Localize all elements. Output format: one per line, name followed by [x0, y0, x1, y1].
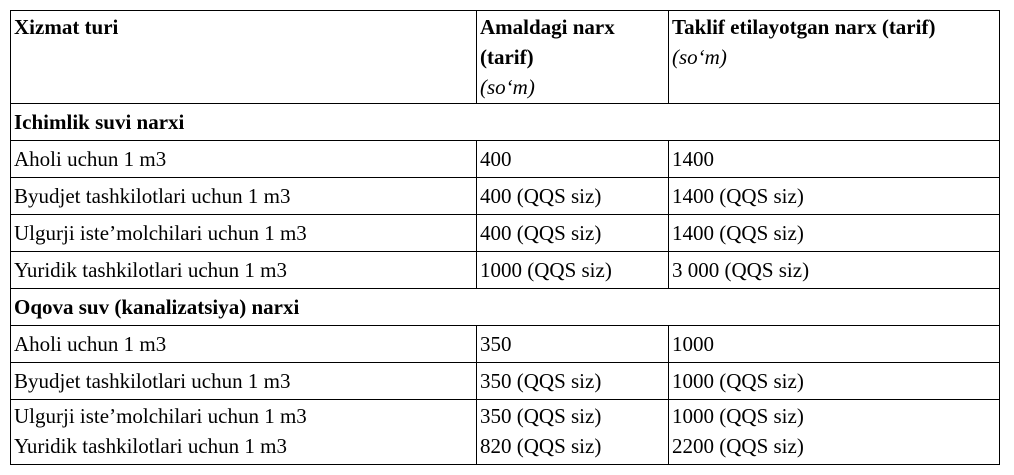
data-row: Ulgurji iste’molchilari uchun 1 m3 Yuridi…	[10, 399, 1000, 465]
cell-text: Yuridik tashkilotlari uchun 1 m3	[14, 434, 287, 458]
cell-text: 400 (QQS siz)	[480, 221, 602, 245]
cell: 3 000 (QQS siz)	[668, 251, 1000, 289]
data-row: Ulgurji iste’molchilari uchun 1 m3 400 (Q…	[10, 214, 1000, 252]
cell: Ulgurji iste’molchilari uchun 1 m3 Yuridi…	[10, 399, 477, 465]
cell: Yuridik tashkilotlari uchun 1 m3	[10, 251, 477, 289]
header-unit: (so‘m)	[672, 45, 727, 69]
section-row: Oqova suv (kanalizatsiya) narxi	[10, 288, 1000, 326]
data-row: Aholi uchun 1 m3 350 1000	[10, 325, 1000, 363]
cell: 1000 (QQS siz) 2200 (QQS siz)	[668, 399, 1000, 465]
cell-text: 1400	[672, 147, 714, 171]
cell-text: Yuridik tashkilotlari uchun 1 m3	[14, 258, 287, 282]
section-cell: Oqova suv (kanalizatsiya) narxi	[10, 288, 1000, 326]
section-title: Oqova suv (kanalizatsiya) narxi	[14, 295, 300, 319]
cell: 1000 (QQS siz)	[476, 251, 669, 289]
cell-text: 1000 (QQS siz)	[672, 404, 804, 428]
cell-text: 1000	[672, 332, 714, 356]
cell: 400 (QQS siz)	[476, 214, 669, 252]
header-text: Taklif etilayotgan narx (tarif)	[672, 15, 936, 39]
cell-text: 350	[480, 332, 512, 356]
price-table: Xizmat turi Amaldagi narx (tarif) (so‘m) …	[10, 10, 1000, 465]
header-cell: Xizmat turi	[10, 10, 477, 104]
cell-text: Byudjet tashkilotlari uchun 1 m3	[14, 369, 291, 393]
cell-text: Aholi uchun 1 m3	[14, 332, 167, 356]
section-title: Ichimlik suvi narxi	[14, 110, 185, 134]
cell-text: 820 (QQS siz)	[480, 434, 602, 458]
cell: 350	[476, 325, 669, 363]
data-row: Yuridik tashkilotlari uchun 1 m3 1000 (QQ…	[10, 251, 1000, 289]
header-cell: Amaldagi narx (tarif) (so‘m)	[476, 10, 669, 104]
cell-text: 3 000 (QQS siz)	[672, 258, 810, 282]
header-row: Xizmat turi Amaldagi narx (tarif) (so‘m) …	[10, 10, 1000, 104]
cell-text: 1400 (QQS siz)	[672, 184, 804, 208]
cell: Aholi uchun 1 m3	[10, 325, 477, 363]
section-cell: Ichimlik suvi narxi	[10, 103, 1000, 141]
cell-text: 1400 (QQS siz)	[672, 221, 804, 245]
header-text: Xizmat turi	[14, 15, 119, 39]
cell-text: 2200 (QQS siz)	[672, 434, 804, 458]
cell-text: 350 (QQS siz)	[480, 369, 602, 393]
cell: Ulgurji iste’molchilari uchun 1 m3	[10, 214, 477, 252]
cell-text: 400	[480, 147, 512, 171]
data-row: Byudjet tashkilotlari uchun 1 m3 350 (QQS…	[10, 362, 1000, 400]
cell-text: 1000 (QQS siz)	[480, 258, 612, 282]
cell: 1400	[668, 140, 1000, 178]
cell: 400	[476, 140, 669, 178]
header-unit: (so‘m)	[480, 75, 535, 99]
cell-text: Byudjet tashkilotlari uchun 1 m3	[14, 184, 291, 208]
data-row: Aholi uchun 1 m3 400 1400	[10, 140, 1000, 178]
cell-text: Aholi uchun 1 m3	[14, 147, 167, 171]
cell: 400 (QQS siz)	[476, 177, 669, 215]
data-row: Byudjet tashkilotlari uchun 1 m3 400 (QQS…	[10, 177, 1000, 215]
cell: 350 (QQS siz)	[476, 362, 669, 400]
header-text: Amaldagi narx (tarif)	[480, 15, 615, 69]
cell-text: 400 (QQS siz)	[480, 184, 602, 208]
cell: 1400 (QQS siz)	[668, 214, 1000, 252]
cell: Byudjet tashkilotlari uchun 1 m3	[10, 177, 477, 215]
header-cell: Taklif etilayotgan narx (tarif) (so‘m)	[668, 10, 1000, 104]
cell-text: Ulgurji iste’molchilari uchun 1 m3	[14, 404, 307, 428]
cell: 1400 (QQS siz)	[668, 177, 1000, 215]
cell: 1000	[668, 325, 1000, 363]
cell: 350 (QQS siz) 820 (QQS siz)	[476, 399, 669, 465]
cell-text: 350 (QQS siz)	[480, 404, 602, 428]
cell: 1000 (QQS siz)	[668, 362, 1000, 400]
cell: Byudjet tashkilotlari uchun 1 m3	[10, 362, 477, 400]
section-row: Ichimlik suvi narxi	[10, 103, 1000, 141]
cell-text: Ulgurji iste’molchilari uchun 1 m3	[14, 221, 307, 245]
cell-text: 1000 (QQS siz)	[672, 369, 804, 393]
cell: Aholi uchun 1 m3	[10, 140, 477, 178]
